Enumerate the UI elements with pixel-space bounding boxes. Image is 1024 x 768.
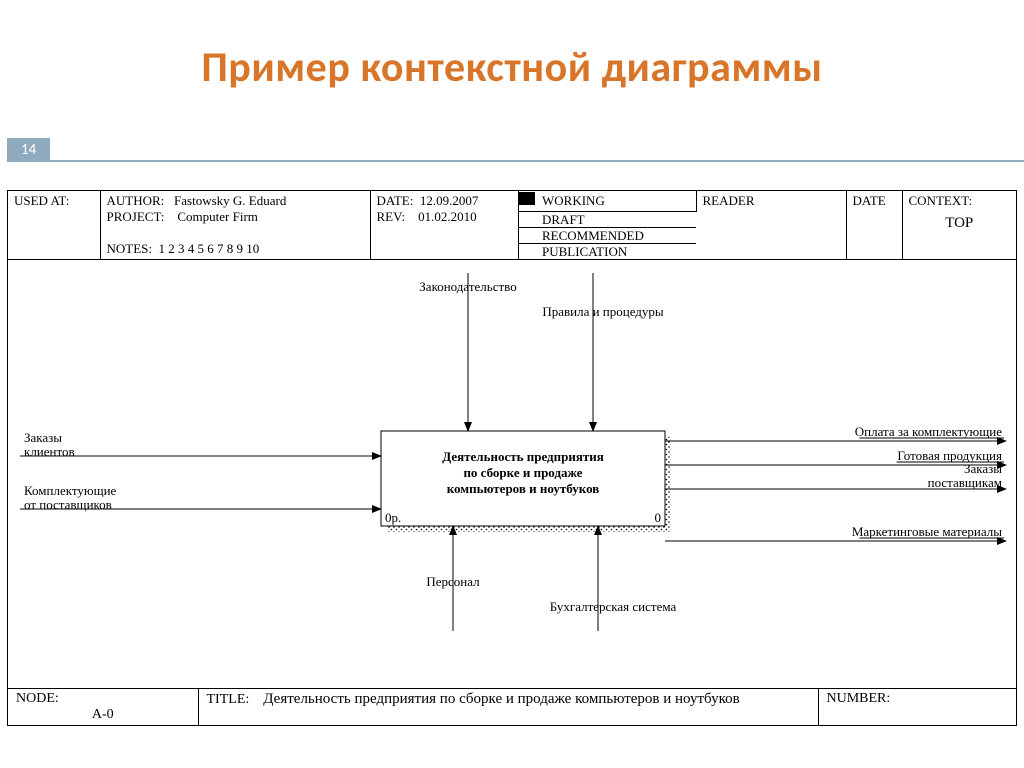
- hdr-status-3: PUBLICATION: [536, 244, 696, 260]
- author-label: AUTHOR:: [107, 193, 165, 208]
- notes-value: 1 2 3 4 5 6 7 8 9 10: [159, 241, 260, 256]
- svg-text:Деятельность предприятия: Деятельность предприятия: [442, 449, 604, 464]
- number-label: NUMBER:: [827, 691, 891, 706]
- svg-text:Бухгалтерская система: Бухгалтерская система: [550, 599, 677, 614]
- node-label: NODE:: [16, 691, 59, 706]
- hdr-used-at: USED AT:: [8, 191, 100, 260]
- ftr-node: NODE: A-0: [8, 689, 198, 726]
- ftr-number: NUMBER:: [818, 689, 1016, 726]
- svg-text:Комплектующие: Комплектующие: [24, 483, 117, 498]
- svg-text:0: 0: [655, 510, 662, 525]
- idef0-frame: USED AT: AUTHOR: Fastowsky G. Eduard PRO…: [7, 190, 1017, 726]
- reader-label: READER: [703, 193, 755, 208]
- svg-text:от поставщиков: от поставщиков: [24, 497, 112, 512]
- rev-value: 01.02.2010: [418, 209, 477, 224]
- context-diagram: Деятельность предприятияпо сборке и прод…: [8, 261, 1018, 681]
- ftr-title-value: Деятельность предприятия по сборке и про…: [263, 691, 739, 707]
- svg-text:по сборке и продаже: по сборке и продаже: [463, 465, 582, 480]
- context-label: CONTEXT:: [909, 193, 973, 208]
- badge-underline: [50, 160, 1024, 162]
- date2-label: DATE: [853, 193, 886, 208]
- ftr-title-label: TITLE:: [207, 692, 250, 707]
- context-value: TOP: [909, 209, 1011, 232]
- svg-text:Законодательство: Законодательство: [419, 279, 516, 294]
- hdr-context: CONTEXT: TOP: [902, 191, 1016, 260]
- svg-text:Персонал: Персонал: [426, 574, 480, 589]
- hdr-author-block: AUTHOR: Fastowsky G. Eduard PROJECT: Com…: [100, 191, 370, 260]
- hdr-status-0: WORKING: [536, 191, 696, 212]
- rev-label: REV:: [377, 209, 406, 224]
- used-at-label: USED AT:: [14, 193, 69, 208]
- notes-label: NOTES:: [107, 241, 153, 256]
- hdr-reader: READER: [696, 191, 846, 260]
- marker-icon: [519, 192, 535, 205]
- project-value: Computer Firm: [177, 209, 258, 224]
- svg-text:Маркетинговые материалы: Маркетинговые материалы: [852, 524, 1002, 539]
- svg-text:компьютеров и ноутбуков: компьютеров и ноутбуков: [447, 481, 600, 496]
- svg-text:Заказы: Заказы: [24, 430, 62, 445]
- date-label: DATE:: [377, 193, 414, 208]
- hdr-status-1: DRAFT: [536, 212, 696, 228]
- slide-number-badge: 14: [7, 138, 50, 162]
- badge-row: 14: [0, 138, 1024, 162]
- idef0-header: USED AT: AUTHOR: Fastowsky G. Eduard PRO…: [8, 191, 1016, 260]
- author-value: Fastowsky G. Eduard: [174, 193, 286, 208]
- node-value: A-0: [16, 707, 190, 723]
- svg-text:0р.: 0р.: [385, 510, 401, 525]
- hdr-date-block: DATE: 12.09.2007 REV: 01.02.2010: [370, 191, 518, 260]
- hdr-status-2: RECOMMENDED: [536, 228, 696, 244]
- svg-text:поставщикам: поставщикам: [928, 475, 1002, 490]
- hdr-status-marker: [518, 191, 536, 212]
- svg-text:Заказы: Заказы: [964, 461, 1002, 476]
- ftr-title: TITLE: Деятельность предприятия по сборк…: [198, 689, 818, 726]
- idef0-footer: NODE: A-0 TITLE: Деятельность предприяти…: [8, 688, 1016, 725]
- hdr-date2: DATE: [846, 191, 902, 260]
- slide-title: Пример контекстной диаграммы: [0, 0, 1024, 93]
- svg-text:Оплата за комплектующие: Оплата за комплектующие: [855, 424, 1002, 439]
- svg-text:клиентов: клиентов: [24, 444, 75, 459]
- project-label: PROJECT:: [107, 209, 165, 224]
- svg-text:Правила и процедуры: Правила и процедуры: [542, 304, 664, 319]
- date-value: 12.09.2007: [420, 193, 479, 208]
